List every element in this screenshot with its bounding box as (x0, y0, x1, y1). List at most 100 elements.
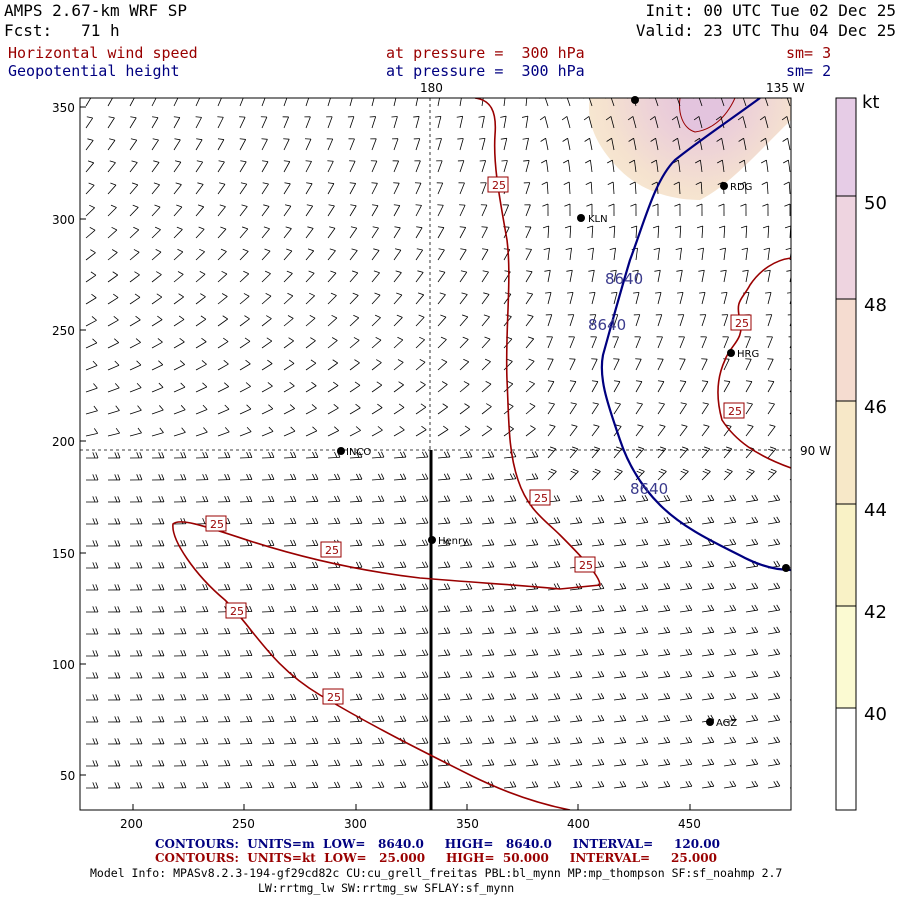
wind-barb (129, 432, 142, 437)
wind-barb-flag (526, 292, 533, 295)
wind-barb (547, 522, 560, 525)
wind-barb (657, 471, 667, 481)
wind-barb-flag (139, 782, 143, 789)
wind-barb-flag (93, 428, 99, 434)
wind-barb (591, 522, 604, 525)
wind-barb-flag (585, 181, 592, 185)
wind-barb-flag (509, 693, 514, 700)
wind-barb-flag (356, 495, 360, 502)
wind-barb-flag (773, 517, 778, 523)
wind-barb-flag (500, 115, 507, 118)
wind-barb (698, 98, 703, 107)
wind-barb-flag (762, 225, 769, 229)
wind-barb-flag (702, 402, 709, 405)
wind-barb-flag (729, 539, 734, 545)
wind-barb (437, 406, 448, 415)
wind-barb-flag (509, 759, 514, 766)
wind-barb (525, 116, 529, 129)
wind-barb-flag (293, 473, 297, 480)
wind-barb (349, 588, 363, 591)
wind-barb (415, 205, 422, 217)
wind-barb (701, 741, 714, 745)
wind-barb-flag (415, 204, 422, 206)
wind-barb-flag (205, 451, 209, 458)
wind-barb (721, 138, 725, 151)
wind-barb (459, 160, 465, 173)
wind-barb (657, 785, 670, 789)
wind-barb-flag (268, 693, 272, 700)
wind-barb (415, 456, 428, 459)
wind-barb-flag (293, 781, 297, 788)
wind-barb-flag (331, 337, 338, 341)
wind-barb-flag (356, 627, 360, 634)
wind-barb-flag (761, 181, 768, 185)
wind-barb (459, 182, 465, 195)
wind-barb-flag (312, 781, 316, 788)
wind-barb-flag (600, 517, 605, 523)
wind-barb (701, 499, 714, 503)
wind-barb (723, 719, 736, 723)
wind-barb (767, 653, 780, 657)
wind-barb (415, 294, 425, 305)
wind-barb (701, 314, 707, 327)
wind-barb (569, 500, 582, 503)
wind-barb-flag (490, 759, 495, 766)
wind-barb-flag (290, 737, 294, 744)
wind-barb-flag (381, 627, 385, 634)
wind-barb-flag (512, 759, 517, 765)
wind-barb-flag (462, 314, 468, 318)
wind-barb-flag (652, 203, 659, 207)
svg-text:44: 44 (864, 500, 887, 521)
wind-barb (437, 742, 450, 745)
wind-barb-flag (224, 496, 228, 502)
wind-barb-flag (773, 693, 778, 699)
wind-barb-flag (312, 671, 316, 678)
wind-barb-flag (446, 781, 451, 788)
wind-barb (742, 116, 747, 129)
wind-barb-flag (512, 715, 517, 721)
wind-barb (635, 565, 648, 569)
wind-barb (349, 720, 363, 723)
wind-barb-flag (92, 360, 98, 366)
svg-text:300: 300 (344, 817, 367, 831)
colorbar: kt 50 48 46 44 42 40 (835, 92, 887, 811)
wind-barb (545, 138, 549, 151)
wind-barb-flag (710, 714, 715, 721)
wind-barb-flag (420, 403, 427, 408)
wind-barb-flag (92, 650, 96, 657)
wind-barb (305, 183, 313, 195)
wind-barb-flag (158, 738, 162, 744)
wind-barb-flag (562, 159, 569, 164)
wind-barb-flag (704, 446, 710, 450)
wind-barb-flag (443, 451, 448, 458)
wind-barb (525, 478, 538, 481)
wind-barb-flag (534, 737, 539, 743)
wind-barb-flag (114, 584, 118, 591)
wind-barb-flag (202, 650, 206, 656)
wind-barb (283, 478, 297, 481)
wind-barb-flag (397, 336, 404, 341)
wind-barb (393, 764, 406, 767)
wind-barb (481, 720, 494, 723)
wind-barb-flag (726, 468, 733, 472)
wind-barb (459, 383, 470, 393)
wind-barb (217, 139, 225, 151)
wind-barb (393, 429, 405, 437)
wind-barb-flag (563, 181, 570, 185)
wind-barb (481, 138, 486, 151)
wind-barb-flag (729, 693, 734, 699)
wind-barb-flag (507, 380, 514, 385)
wind-barb (437, 456, 450, 459)
wind-barb-flag (751, 517, 756, 523)
wind-barb-flag (738, 137, 744, 142)
wind-barb (742, 98, 747, 107)
wind-barb-flag (354, 381, 361, 386)
wind-barb-flag (381, 781, 385, 788)
wind-barb-flag (378, 451, 382, 458)
wind-barb (789, 699, 791, 701)
wind-barb (657, 336, 663, 349)
wind-barb-flag (227, 561, 231, 568)
wind-barb (107, 207, 117, 217)
wind-barb (723, 381, 731, 393)
wind-barb-flag (183, 628, 187, 634)
